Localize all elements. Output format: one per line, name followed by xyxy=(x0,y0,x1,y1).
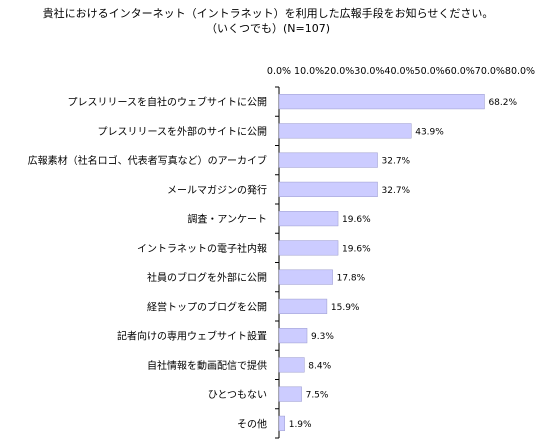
category-label: 記者向けの専用ウェブサイト設置 xyxy=(117,330,267,343)
x-tick-label: 80.0% xyxy=(505,66,535,77)
category-label: プレスリリースを自社のウェブサイトに公開 xyxy=(68,96,268,109)
category-label: 経営トップのブログを公開 xyxy=(147,300,267,313)
x-tick-label: 30.0% xyxy=(354,66,384,77)
bar xyxy=(278,415,285,431)
bar xyxy=(278,269,333,285)
x-tick-label: 40.0% xyxy=(384,66,414,77)
bar xyxy=(278,240,339,256)
data-label: 15.9% xyxy=(331,303,360,313)
bar xyxy=(278,152,378,168)
category-label: 調査・アンケート xyxy=(187,213,267,226)
data-label: 1.9% xyxy=(289,420,312,430)
category-label: その他 xyxy=(237,417,267,430)
bar xyxy=(278,357,305,373)
chart-title-block: 貴社におけるインターネット（イントラネット）を利用した広報手段をお知らせください… xyxy=(0,6,536,36)
chart-subtitle: （いくつでも）(N=107) xyxy=(205,22,331,35)
data-label: 9.3% xyxy=(311,332,334,342)
x-tick-label: 10.0% xyxy=(294,66,324,77)
category-label: メールマガジンの発行 xyxy=(167,183,267,196)
x-tick-label: 50.0% xyxy=(415,66,445,77)
data-label: 8.4% xyxy=(308,361,331,371)
bar xyxy=(278,94,485,110)
x-tick-label: 20.0% xyxy=(324,66,354,77)
bar xyxy=(278,123,412,139)
bar xyxy=(278,298,328,314)
data-label: 68.2% xyxy=(488,98,517,108)
bar xyxy=(278,328,308,344)
category-label: ひとつもない xyxy=(208,389,267,401)
data-label: 19.6% xyxy=(342,244,371,254)
bar xyxy=(278,386,302,402)
data-label: 19.6% xyxy=(342,215,371,225)
x-tick-label: 0.0% xyxy=(267,66,291,77)
x-tick-label: 70.0% xyxy=(475,66,505,77)
data-label: 32.7% xyxy=(382,157,411,167)
category-label: 自社情報を動画配信で提供 xyxy=(147,359,267,372)
data-label: 32.7% xyxy=(382,186,411,196)
bar xyxy=(278,211,339,227)
category-label: イントラネットの電子社内報 xyxy=(137,242,267,255)
data-label: 17.8% xyxy=(337,274,366,284)
bar xyxy=(278,181,378,197)
category-label: プレスリリースを外部のサイトに公開 xyxy=(98,125,268,138)
category-label: 社員のブログを外部に公開 xyxy=(147,271,267,284)
category-label: 広報素材（社名ロゴ、代表者写真など）のアーカイブ xyxy=(28,154,267,167)
data-label: 7.5% xyxy=(306,391,329,401)
data-label: 43.9% xyxy=(415,127,444,137)
x-tick-label: 60.0% xyxy=(445,66,475,77)
chart-title: 貴社におけるインターネット（イントラネット）を利用した広報手段をお知らせください… xyxy=(42,7,494,20)
